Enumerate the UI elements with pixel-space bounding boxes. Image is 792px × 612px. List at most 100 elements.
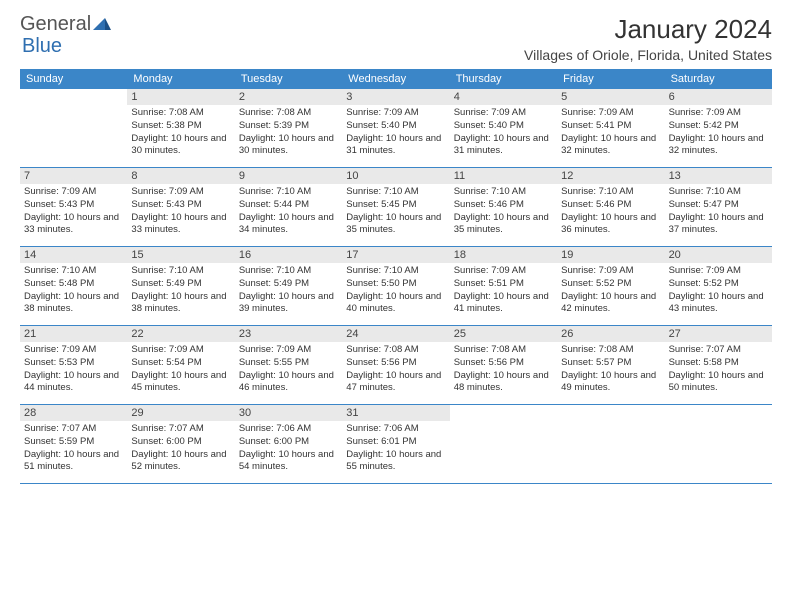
daylight-line: Daylight: 10 hours and 40 minutes. [346,291,445,317]
daylight-line: Daylight: 10 hours and 36 minutes. [561,212,660,238]
sunset-line: Sunset: 5:43 PM [131,199,230,212]
daylight-line: Daylight: 10 hours and 44 minutes. [24,370,123,396]
daylight-line: Daylight: 10 hours and 38 minutes. [24,291,123,317]
calendar-day-cell: 20Sunrise: 7:09 AMSunset: 5:52 PMDayligh… [665,247,772,325]
day-number: 19 [557,247,664,263]
daylight-line: Daylight: 10 hours and 49 minutes. [561,370,660,396]
day-info: Sunrise: 7:09 AMSunset: 5:55 PMDaylight:… [239,344,338,395]
sunset-line: Sunset: 5:57 PM [561,357,660,370]
daylight-line: Daylight: 10 hours and 37 minutes. [669,212,768,238]
sunset-line: Sunset: 6:00 PM [239,436,338,449]
calendar-day-cell: 4Sunrise: 7:09 AMSunset: 5:40 PMDaylight… [450,89,557,167]
calendar-day-cell: . [450,405,557,483]
day-number: 28 [20,405,127,421]
day-number: 31 [342,405,449,421]
sunset-line: Sunset: 5:58 PM [669,357,768,370]
day-info: Sunrise: 7:10 AMSunset: 5:49 PMDaylight:… [131,265,230,316]
day-number: 21 [20,326,127,342]
sunrise-line: Sunrise: 7:09 AM [669,107,768,120]
sunset-line: Sunset: 5:51 PM [454,278,553,291]
sunrise-line: Sunrise: 7:08 AM [131,107,230,120]
day-info: Sunrise: 7:09 AMSunset: 5:40 PMDaylight:… [346,107,445,158]
sunrise-line: Sunrise: 7:09 AM [131,344,230,357]
day-info: Sunrise: 7:10 AMSunset: 5:50 PMDaylight:… [346,265,445,316]
calendar-day-cell: . [557,405,664,483]
day-number: 18 [450,247,557,263]
calendar-day-cell: 12Sunrise: 7:10 AMSunset: 5:46 PMDayligh… [557,168,664,246]
daylight-line: Daylight: 10 hours and 47 minutes. [346,370,445,396]
day-number: 8 [127,168,234,184]
day-number: 17 [342,247,449,263]
sunset-line: Sunset: 5:41 PM [561,120,660,133]
calendar: SundayMondayTuesdayWednesdayThursdayFrid… [20,69,772,484]
calendar-day-cell: 17 Sunrise: 7:10 AMSunset: 5:50 PMDayligh… [342,247,449,325]
day-number: 25 [450,326,557,342]
calendar-week-row: .1Sunrise: 7:08 AMSunset: 5:38 PMDayligh… [20,89,772,168]
day-number: 24 [342,326,449,342]
sunset-line: Sunset: 5:59 PM [24,436,123,449]
day-info: Sunrise: 7:10 AMSunset: 5:44 PMDaylight:… [239,186,338,237]
sunset-line: Sunset: 5:49 PM [239,278,338,291]
day-number: 1 [127,89,234,105]
sunrise-line: Sunrise: 7:10 AM [239,265,338,278]
sunrise-line: Sunrise: 7:10 AM [454,186,553,199]
brand-logo: General Blue [20,14,111,58]
sunset-line: Sunset: 6:01 PM [346,436,445,449]
sunrise-line: Sunrise: 7:08 AM [454,344,553,357]
daylight-line: Daylight: 10 hours and 50 minutes. [669,370,768,396]
sunrise-line: Sunrise: 7:09 AM [239,344,338,357]
day-info: Sunrise: 7:08 AMSunset: 5:39 PMDaylight:… [239,107,338,158]
sunrise-line: Sunrise: 7:09 AM [454,265,553,278]
weekday-label: Friday [557,69,664,89]
weekday-label: Wednesday [342,69,449,89]
calendar-day-cell: 13 Sunrise: 7:10 AMSunset: 5:47 PMDayligh… [665,168,772,246]
day-number: 23 [235,326,342,342]
calendar-day-cell: 11Sunrise: 7:10 AMSunset: 5:46 PMDayligh… [450,168,557,246]
calendar-week-row: 28 Sunrise: 7:07 AMSunset: 5:59 PM Dayligh… [20,405,772,484]
sunrise-line: Sunrise: 7:09 AM [669,265,768,278]
daylight-line: Daylight: 10 hours and 33 minutes. [131,212,230,238]
day-info: Sunrise: 7:08 AMSunset: 5:56 PMDaylight:… [346,344,445,395]
daylight-line: Daylight: 10 hours and 33 minutes. [24,212,123,238]
calendar-day-cell: 1Sunrise: 7:08 AMSunset: 5:38 PMDaylight… [127,89,234,167]
calendar-day-cell: 2 Sunrise: 7:08 AMSunset: 5:39 PMDaylight… [235,89,342,167]
sunrise-line: Sunrise: 7:10 AM [24,265,123,278]
day-info: Sunrise: 7:09 AMSunset: 5:43 PMDaylight:… [131,186,230,237]
sunset-line: Sunset: 5:49 PM [131,278,230,291]
day-info: Sunrise: 7:09 AMSunset: 5:41 PMDaylight:… [561,107,660,158]
sunrise-line: Sunrise: 7:09 AM [131,186,230,199]
day-info: Sunrise: 7:06 AMSunset: 6:01 PMDaylight:… [346,423,445,474]
day-number: 22 [127,326,234,342]
calendar-day-cell: 8 Sunrise: 7:09 AMSunset: 5:43 PMDaylight… [127,168,234,246]
header: General Blue January 2024 Villages of Or… [20,14,772,63]
day-info: Sunrise: 7:08 AMSunset: 5:56 PMDaylight:… [454,344,553,395]
brand-text-2: Blue [22,35,111,58]
sunset-line: Sunset: 5:43 PM [24,199,123,212]
calendar-day-cell: 25 Sunrise: 7:08 AMSunset: 5:56 PMDayligh… [450,326,557,404]
sunrise-line: Sunrise: 7:07 AM [24,423,123,436]
sunrise-line: Sunrise: 7:10 AM [131,265,230,278]
daylight-line: Daylight: 10 hours and 39 minutes. [239,291,338,317]
day-number: 4 [450,89,557,105]
brand-mark-icon [93,16,111,35]
day-number: 2 [235,89,342,105]
daylight-line: Daylight: 10 hours and 30 minutes. [131,133,230,159]
calendar-day-cell: 3Sunrise: 7:09 AMSunset: 5:40 PMDaylight… [342,89,449,167]
calendar-day-cell: 9Sunrise: 7:10 AMSunset: 5:44 PMDaylight… [235,168,342,246]
sunrise-line: Sunrise: 7:09 AM [561,107,660,120]
daylight-line: Daylight: 10 hours and 52 minutes. [131,449,230,475]
calendar-day-cell: 21Sunrise: 7:09 AMSunset: 5:53 PMDayligh… [20,326,127,404]
sunset-line: Sunset: 5:50 PM [346,278,445,291]
sunrise-line: Sunrise: 7:09 AM [561,265,660,278]
daylight-line: Daylight: 10 hours and 30 minutes. [239,133,338,159]
calendar-day-cell: 5Sunrise: 7:09 AMSunset: 5:41 PMDaylight… [557,89,664,167]
sunset-line: Sunset: 5:52 PM [669,278,768,291]
day-number: 13 [665,168,772,184]
day-info: Sunrise: 7:10 AMSunset: 5:47 PMDaylight:… [669,186,768,237]
calendar-day-cell: 28Sunrise: 7:07 AMSunset: 5:59 PMDayligh… [20,405,127,483]
sunrise-line: Sunrise: 7:08 AM [239,107,338,120]
calendar-body: .1Sunrise: 7:08 AMSunset: 5:38 PMDayligh… [20,89,772,484]
daylight-line: Daylight: 10 hours and 43 minutes. [669,291,768,317]
sunset-line: Sunset: 5:54 PM [131,357,230,370]
day-number: 6 [665,89,772,105]
